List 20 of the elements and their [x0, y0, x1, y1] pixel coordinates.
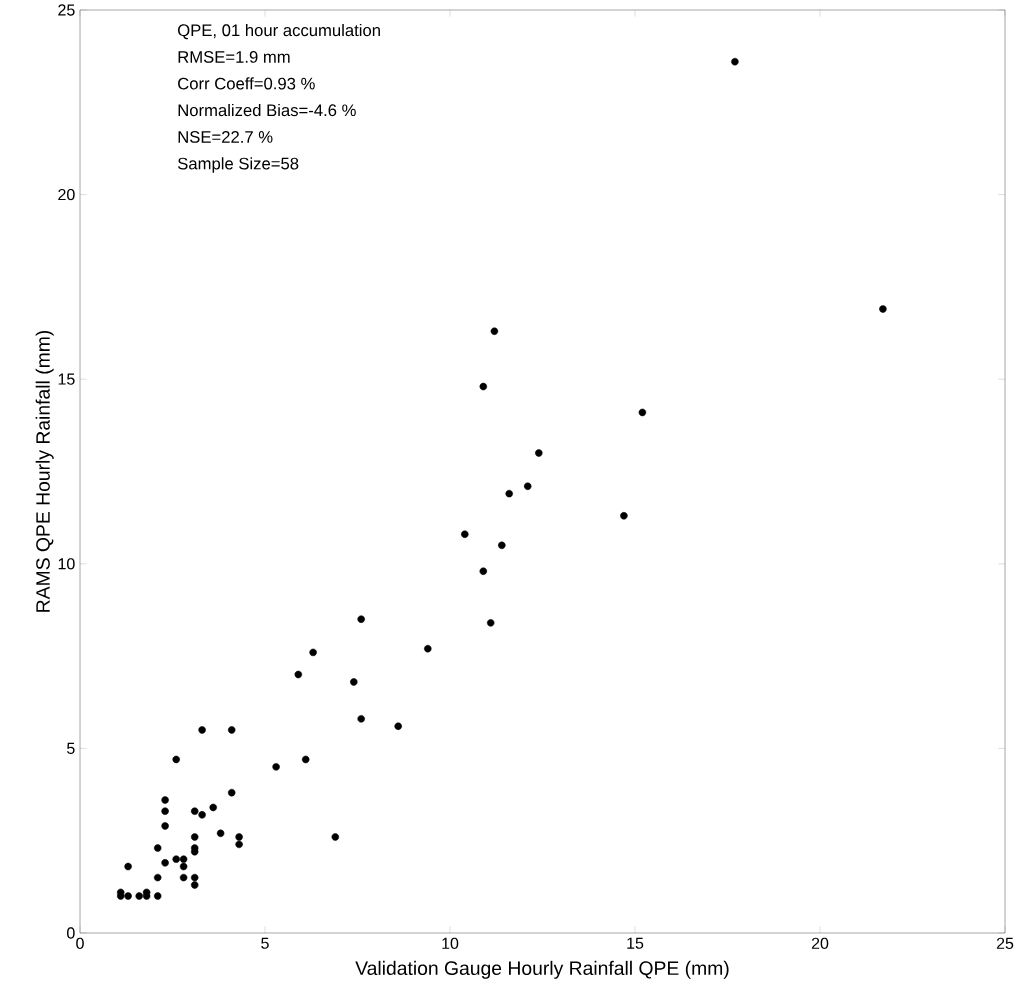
x-tick-label: 5	[261, 937, 269, 949]
annotation: NSE=22.7 %	[178, 131, 273, 143]
y-tick-label: 25	[58, 4, 75, 16]
y-axis-title: RAMS QPE Hourly Rainfall (mm)	[35, 330, 54, 612]
x-axis-title: Validation Gauge Hourly Rainfall QPE (mm)	[355, 960, 729, 979]
x-tick-label: 10	[442, 937, 459, 950]
x-tick-label: 0	[76, 937, 84, 950]
y-tick-label: 5	[67, 742, 75, 754]
annotation: RMSE=1.9 mm	[178, 51, 290, 63]
annotation: Corr Coeff=0.93 %	[178, 77, 315, 90]
annotation: QPE, 01 hour accumulation	[178, 23, 380, 40]
annotation: Normalized Bias=-4.6 %	[178, 103, 356, 117]
x-tick-label: 20	[811, 937, 829, 950]
y-tick-label: 10	[58, 558, 75, 570]
y-tick-label: 0	[67, 927, 75, 939]
x-tick-label: 15	[627, 937, 644, 949]
x-tick-label: 25	[996, 937, 1014, 950]
annotation: Sample Size=58	[177, 157, 299, 173]
y-tick-label: 20	[58, 188, 75, 201]
y-tick-label: 15	[58, 373, 75, 385]
